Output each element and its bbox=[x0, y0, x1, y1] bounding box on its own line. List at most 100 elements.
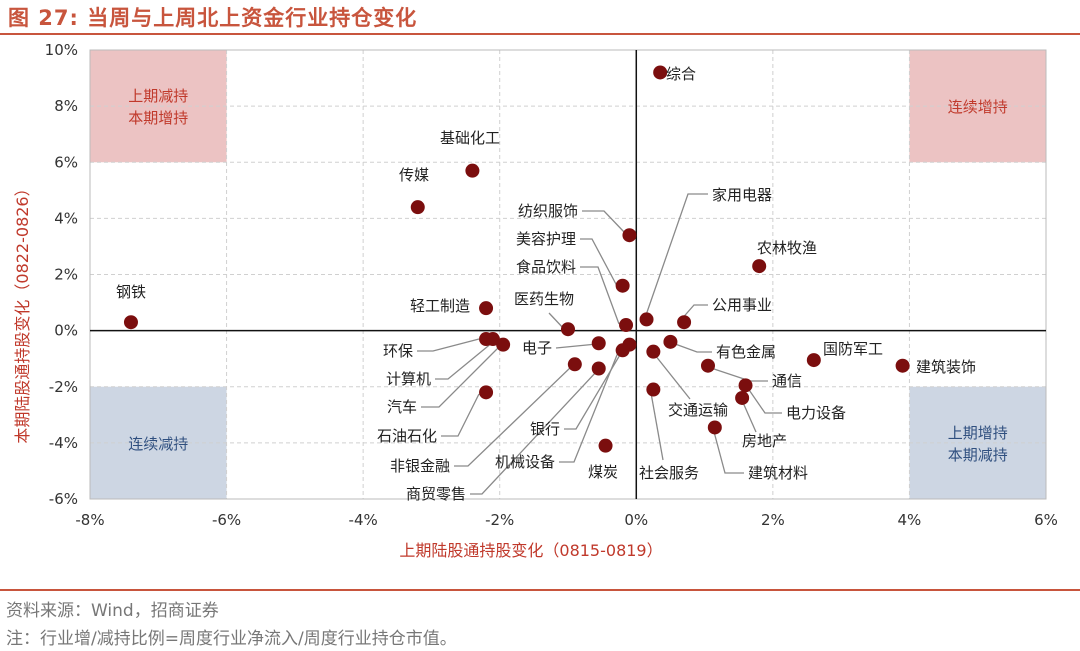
data-point bbox=[639, 312, 654, 327]
source-note: 资料来源：Wind，招商证券 bbox=[6, 601, 219, 621]
point-label: 汽车 bbox=[387, 398, 417, 416]
data-point bbox=[465, 163, 480, 178]
point-label: 美容护理 bbox=[516, 230, 576, 248]
data-point bbox=[591, 361, 606, 376]
point-label: 计算机 bbox=[386, 370, 431, 388]
point-label: 家用电器 bbox=[712, 186, 772, 204]
data-point bbox=[615, 278, 630, 293]
quadrant-label: 本期增持 bbox=[128, 109, 188, 127]
y-tick-label: -2% bbox=[49, 378, 78, 396]
leader-line bbox=[435, 341, 494, 380]
y-tick-label: -4% bbox=[49, 434, 78, 452]
data-point bbox=[622, 228, 637, 243]
data-point bbox=[738, 378, 753, 393]
data-point bbox=[700, 358, 715, 373]
data-point bbox=[598, 438, 613, 453]
y-tick-label: 2% bbox=[54, 266, 78, 284]
y-tick-label: 10% bbox=[45, 41, 78, 59]
point-label: 基础化工 bbox=[440, 129, 500, 147]
point-label: 银行 bbox=[530, 420, 560, 438]
data-point bbox=[653, 65, 668, 80]
point-label: 交通运输 bbox=[668, 401, 728, 419]
point-label: 电子 bbox=[522, 339, 552, 357]
x-tick-label: -8% bbox=[75, 511, 104, 529]
point-label: 机械设备 bbox=[495, 453, 555, 471]
point-label: 食品饮料 bbox=[516, 258, 576, 276]
data-point bbox=[591, 336, 606, 351]
point-label: 有色金属 bbox=[716, 343, 776, 361]
x-tick-label: 4% bbox=[898, 511, 922, 529]
leader-line bbox=[666, 340, 712, 353]
leader-line bbox=[580, 266, 620, 325]
y-tick-label: -6% bbox=[49, 490, 78, 508]
y-tick-label: 4% bbox=[54, 209, 78, 227]
leader-line bbox=[650, 392, 664, 461]
data-points bbox=[123, 65, 910, 453]
point-label: 通信 bbox=[772, 372, 802, 390]
leader-line bbox=[712, 427, 744, 474]
data-point bbox=[895, 358, 910, 373]
leader-line bbox=[454, 365, 573, 467]
quadrant-label: 上期增持 bbox=[948, 424, 1008, 442]
quadrant-label: 本期减持 bbox=[948, 446, 1008, 464]
point-label: 综合 bbox=[666, 65, 696, 83]
point-label: 煤炭 bbox=[588, 463, 618, 481]
leader-line bbox=[650, 349, 691, 400]
x-axis-label: 上期陆股通持股变化（0815-0819） bbox=[399, 541, 662, 560]
point-label: 公用事业 bbox=[712, 296, 772, 314]
point-label: 建筑材料 bbox=[748, 464, 808, 482]
x-tick-label: -2% bbox=[485, 511, 514, 529]
point-label: 社会服务 bbox=[639, 464, 699, 482]
data-point bbox=[567, 357, 582, 372]
data-point bbox=[485, 332, 500, 347]
point-label: 非银金融 bbox=[390, 457, 450, 475]
leader-line bbox=[417, 338, 480, 352]
data-point bbox=[479, 385, 494, 400]
data-point bbox=[410, 200, 425, 215]
x-tick-label: 0% bbox=[624, 511, 648, 529]
y-tick-label: 0% bbox=[54, 322, 78, 340]
quadrant-label: 上期减持 bbox=[128, 87, 188, 105]
formula-note: 注：行业增/减持比例=周度行业净流入/周度行业持仓市值。 bbox=[6, 629, 457, 649]
footer-rule bbox=[0, 589, 1080, 591]
data-point bbox=[677, 315, 692, 330]
y-tick-label: 6% bbox=[54, 153, 78, 171]
leader-line bbox=[644, 193, 708, 319]
data-point bbox=[123, 315, 138, 330]
leader-line bbox=[582, 210, 626, 234]
plot-frame bbox=[89, 49, 1047, 500]
leader-line bbox=[555, 343, 598, 349]
point-label: 房地产 bbox=[742, 432, 787, 450]
leader-line bbox=[564, 342, 628, 430]
point-label: 石油石化 bbox=[377, 427, 437, 445]
x-tick-label: 2% bbox=[761, 511, 785, 529]
point-label: 传媒 bbox=[399, 166, 429, 184]
point-label: 钢铁 bbox=[116, 283, 146, 301]
point-label: 环保 bbox=[383, 342, 413, 360]
point-label: 轻工制造 bbox=[410, 297, 470, 315]
data-point bbox=[735, 390, 750, 405]
quadrant-box bbox=[90, 50, 227, 163]
leader-line bbox=[470, 370, 598, 495]
data-point bbox=[615, 343, 630, 358]
data-point bbox=[707, 420, 722, 435]
quadrant-label: 连续增持 bbox=[948, 98, 1008, 116]
data-point bbox=[496, 337, 511, 352]
point-label: 电力设备 bbox=[786, 404, 846, 422]
data-point bbox=[646, 344, 661, 359]
x-tick-label: -6% bbox=[212, 511, 241, 529]
leader-line bbox=[744, 383, 782, 414]
data-point bbox=[479, 301, 494, 316]
leader-line bbox=[580, 238, 618, 287]
x-tick-label: 6% bbox=[1034, 511, 1058, 529]
figure-title: 图 27: 当周与上周北上资金行业持仓变化 bbox=[8, 6, 418, 30]
data-point bbox=[663, 334, 678, 349]
title-rule bbox=[0, 33, 1080, 35]
leader-lines bbox=[417, 193, 782, 495]
quadrant-box bbox=[909, 386, 1046, 499]
quadrant-label: 连续减持 bbox=[128, 435, 188, 453]
point-label: 建筑装饰 bbox=[916, 358, 976, 376]
y-axis-label: 本期陆股通持股变化（0822-0826） bbox=[13, 180, 32, 443]
